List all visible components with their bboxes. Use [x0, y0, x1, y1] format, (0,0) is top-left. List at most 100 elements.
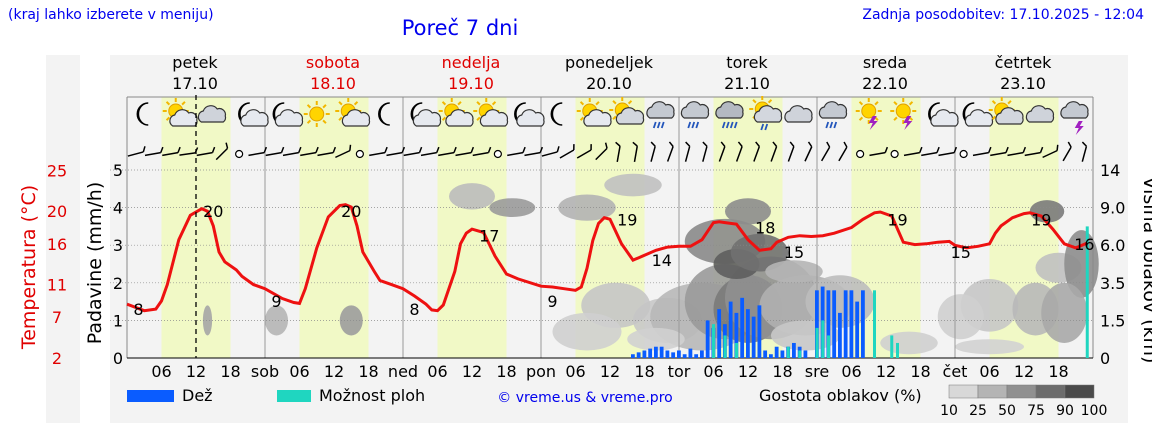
x-tick-label: 06 — [151, 362, 171, 381]
wind-barb-feather — [755, 141, 760, 147]
cloud-icon — [197, 105, 227, 123]
wind-barb-icon — [300, 146, 319, 157]
wind-barb-feather — [772, 141, 778, 147]
credit-link[interactable]: © vreme.us & vreme.pro — [497, 390, 672, 406]
sun-ray — [595, 101, 600, 106]
wind-barb-icon — [541, 146, 560, 157]
wind-barb-feather — [668, 141, 674, 147]
rain-bar — [665, 350, 670, 358]
wind-barb-shaft — [524, 151, 541, 157]
x-tick-label: ned — [388, 362, 418, 381]
wind-barb-shaft — [921, 151, 938, 157]
temperature-tick: 2 — [52, 349, 62, 368]
sun-ray — [165, 101, 171, 106]
wind-barb-shaft — [420, 151, 437, 157]
day-headers: petek 17.10 sobota 18.10 nedelja 19.10 ponedel… — [172, 53, 1052, 93]
sun-icon — [861, 103, 877, 119]
sun-ray — [579, 116, 585, 121]
weather-icon — [609, 97, 645, 125]
wind-barb-shaft — [1081, 146, 1088, 162]
density-level-label: 75 — [1027, 403, 1045, 419]
legend-density-label: Gostota oblakov (%) — [759, 386, 922, 405]
wind-barbs-row — [127, 141, 1088, 163]
wind-barb-shaft — [300, 151, 317, 157]
legend-rain-swatch — [127, 390, 174, 402]
wind-barb-feather — [418, 146, 423, 153]
sun-ray — [893, 116, 898, 121]
wind-barb-shaft — [735, 146, 743, 162]
precipitation-tick: 4 — [113, 199, 123, 218]
day-date: 18.10 — [310, 74, 356, 93]
page-title: Poreč 7 dni — [401, 16, 519, 40]
cloud-cell — [552, 312, 622, 351]
temperature-label: 9 — [547, 292, 557, 311]
wind-barb-shaft — [438, 151, 455, 157]
sun-ray — [457, 101, 462, 106]
wind-barb-icon — [838, 141, 848, 162]
shower-bar — [815, 327, 819, 358]
wind-barb-shaft — [282, 151, 299, 157]
wind-barb-feather — [573, 144, 575, 151]
rain-bar — [659, 346, 664, 358]
shower-bar — [735, 342, 738, 358]
wind-barb-shaft — [633, 145, 639, 163]
wind-barb-feather — [436, 146, 440, 153]
shower-bar — [821, 320, 825, 358]
weather-icon — [928, 102, 959, 127]
rain-bar — [757, 305, 762, 358]
menu-hint: (kraj lahko izberete v meniju) — [8, 7, 214, 23]
density-level-label: 50 — [998, 403, 1016, 419]
temperature-tick: 16 — [47, 235, 67, 254]
x-tick-label: 06 — [841, 362, 861, 381]
wind-barb-shaft — [770, 146, 778, 162]
wind-barb-feather — [1081, 141, 1087, 147]
rain-bar — [705, 320, 710, 358]
x-tick-label: 18 — [1048, 362, 1068, 381]
rain-bar — [826, 290, 831, 358]
density-level-label: 100 — [1081, 403, 1108, 419]
rain-bar — [803, 350, 808, 358]
cloud-height-tick: 9.0 — [1100, 199, 1125, 218]
shower-bar — [786, 346, 790, 358]
cloud-icon — [479, 109, 509, 127]
cloud-height-tick: 6.0 — [1100, 236, 1125, 255]
density-swatch — [1064, 384, 1095, 399]
temperature-label: 8 — [133, 300, 143, 319]
wind-barb-icon — [666, 141, 674, 162]
calm-wind-icon — [890, 149, 899, 159]
density-level-label: 90 — [1056, 403, 1074, 419]
weather-icon — [303, 101, 330, 127]
wind-barb-feather — [211, 146, 216, 153]
wind-barb-feather — [1005, 146, 1009, 153]
cloud-icon — [412, 109, 442, 127]
wind-barb-feather — [263, 146, 268, 153]
wind-barb-icon — [938, 146, 958, 157]
cloud-icon — [995, 107, 1024, 125]
rain-bar — [694, 354, 699, 358]
sun-icon — [309, 106, 325, 122]
wind-barb-icon — [820, 141, 831, 162]
weather-icons-row — [136, 96, 1089, 135]
day-name: sreda — [863, 53, 907, 72]
rain-bar — [631, 354, 635, 358]
density-swatch — [1035, 384, 1066, 399]
wind-barb-shaft — [248, 151, 265, 157]
raindrop-icon — [721, 121, 726, 129]
rain-bar — [677, 350, 681, 358]
wind-barb-shaft — [684, 146, 691, 162]
wind-barb-shaft — [127, 151, 144, 157]
rain-bar — [648, 348, 653, 358]
x-tick-label: čet — [943, 362, 968, 381]
x-tick-label: 18 — [220, 362, 240, 381]
rain-bar — [700, 350, 704, 358]
wind-barb-icon — [386, 146, 406, 157]
wind-barb-shaft — [938, 151, 955, 157]
weather-icon — [378, 102, 390, 126]
rain-bar — [751, 316, 756, 358]
wind-barb-icon — [524, 146, 544, 157]
wind-barb-icon — [282, 146, 302, 157]
wind-barb-feather — [988, 146, 992, 153]
wind-barb-shaft — [162, 151, 179, 157]
wind-barb-feather — [1067, 141, 1072, 148]
raindrop-icon — [691, 121, 696, 129]
